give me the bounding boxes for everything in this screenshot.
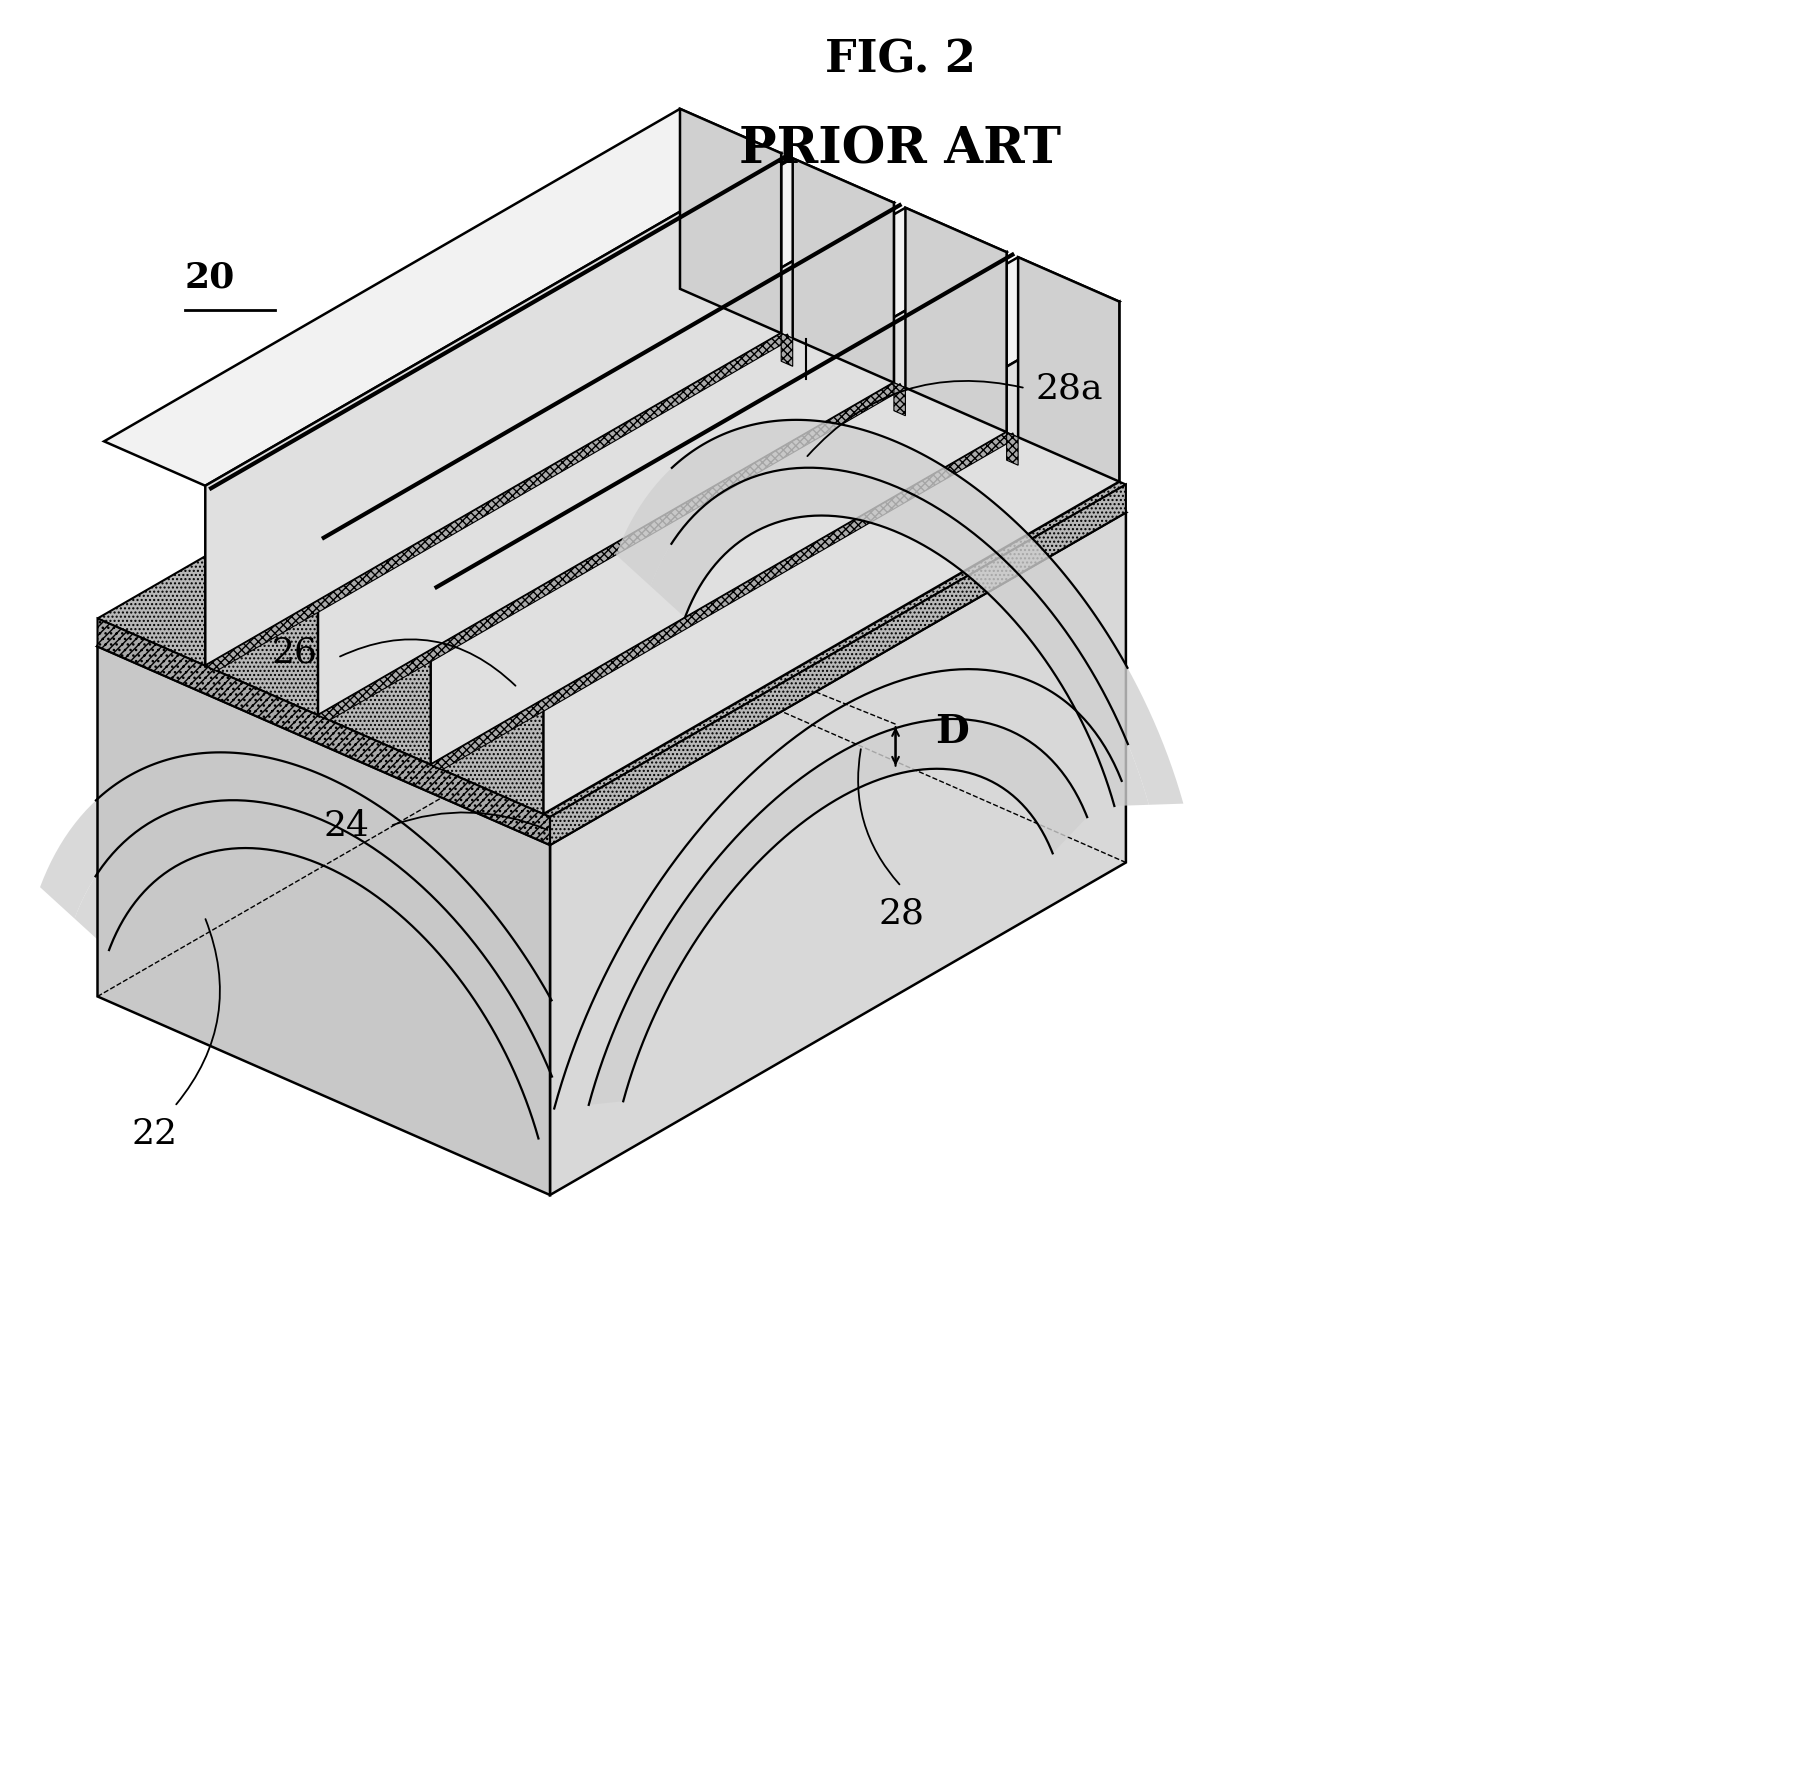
Text: 28a: 28a xyxy=(1035,371,1103,405)
Polygon shape xyxy=(319,383,905,721)
Polygon shape xyxy=(97,618,551,845)
Polygon shape xyxy=(319,202,895,715)
Text: FIG. 2: FIG. 2 xyxy=(824,39,976,82)
Polygon shape xyxy=(205,153,781,666)
Text: 20: 20 xyxy=(185,261,236,295)
Polygon shape xyxy=(104,108,781,486)
Polygon shape xyxy=(97,314,1127,845)
Text: 26: 26 xyxy=(272,635,317,669)
Polygon shape xyxy=(1019,257,1120,481)
Text: PRIOR ART: PRIOR ART xyxy=(740,126,1060,174)
Polygon shape xyxy=(792,158,895,383)
Text: 22: 22 xyxy=(131,1116,178,1150)
Polygon shape xyxy=(551,485,1127,845)
Polygon shape xyxy=(680,108,781,334)
Polygon shape xyxy=(616,421,1183,804)
Polygon shape xyxy=(443,257,1120,634)
Polygon shape xyxy=(40,753,607,1138)
Text: 28: 28 xyxy=(878,896,925,930)
Polygon shape xyxy=(205,334,792,671)
Polygon shape xyxy=(905,208,1006,431)
Polygon shape xyxy=(544,302,1120,815)
Polygon shape xyxy=(74,801,572,1138)
Polygon shape xyxy=(430,431,1019,770)
Text: 24: 24 xyxy=(324,809,371,843)
Polygon shape xyxy=(216,158,895,536)
Polygon shape xyxy=(589,719,1087,1104)
Polygon shape xyxy=(430,252,1006,765)
Polygon shape xyxy=(650,467,1148,806)
Polygon shape xyxy=(551,513,1127,1195)
Polygon shape xyxy=(329,208,1006,584)
Polygon shape xyxy=(97,646,551,1195)
Polygon shape xyxy=(781,334,792,366)
Polygon shape xyxy=(895,383,905,415)
Polygon shape xyxy=(1006,431,1019,465)
Text: D: D xyxy=(936,714,968,751)
Polygon shape xyxy=(97,286,1127,816)
